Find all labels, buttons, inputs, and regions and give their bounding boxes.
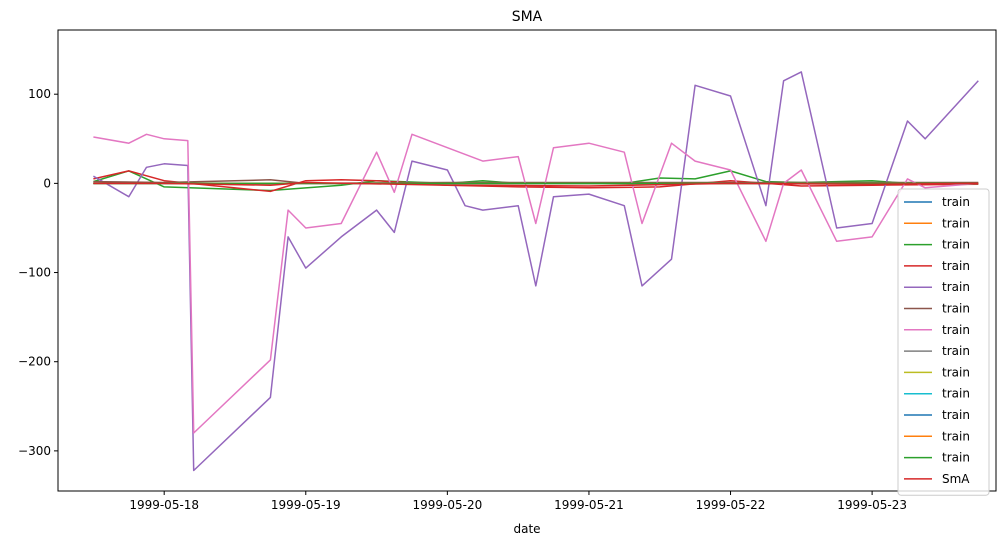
legend-box xyxy=(897,188,990,496)
x-tick-label: 1999-05-20 xyxy=(412,498,482,512)
axes: 1999-05-18 1999-05-19 1999-05-20 1999-05-21… xyxy=(18,29,997,512)
y-tick-label: −100 xyxy=(18,266,51,280)
y-tick-label: 100 xyxy=(28,87,51,101)
series-line-5 xyxy=(93,71,979,472)
legend-label: train xyxy=(942,451,970,465)
legend-label: train xyxy=(942,429,970,443)
series-line-6 xyxy=(93,179,979,185)
series-line-14 xyxy=(93,181,979,187)
legend-label: train xyxy=(942,280,970,294)
legend: train train train train train train train train… xyxy=(897,188,990,496)
x-tick-label: 1999-05-18 xyxy=(129,498,199,512)
legend-label: train xyxy=(942,238,970,252)
legend-label: train xyxy=(942,387,970,401)
x-axis-label: date xyxy=(513,522,540,536)
legend-label: train xyxy=(942,302,970,316)
plot-frame xyxy=(57,29,997,492)
y-tick-label: 0 xyxy=(43,176,51,190)
legend-label: train xyxy=(942,195,970,209)
plot-area xyxy=(93,71,979,472)
chart-title: SMA xyxy=(512,9,543,25)
y-tick-label: −200 xyxy=(18,355,51,369)
legend-label: train xyxy=(942,408,970,422)
y-tick-label: −300 xyxy=(18,444,51,458)
legend-label: train xyxy=(942,216,970,230)
series-line-7 xyxy=(93,133,979,434)
x-tick-label: 1999-05-22 xyxy=(696,498,766,512)
x-tick-label: 1999-05-23 xyxy=(837,498,907,512)
legend-label: SmA xyxy=(942,472,970,486)
x-tick-label: 1999-05-19 xyxy=(271,498,341,512)
x-tick-label: 1999-05-21 xyxy=(554,498,624,512)
legend-label: train xyxy=(942,323,970,337)
legend-label: train xyxy=(942,365,970,379)
legend-label: train xyxy=(942,344,970,358)
legend-label: train xyxy=(942,259,970,273)
